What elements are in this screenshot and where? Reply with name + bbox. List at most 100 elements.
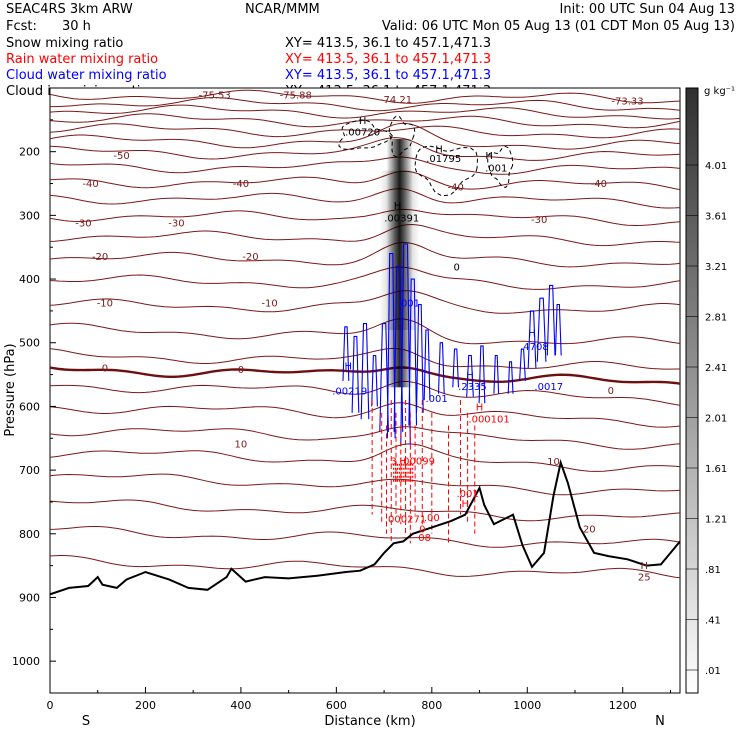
field-value-label: .01795 <box>426 154 461 165</box>
field-value-label: .00099 <box>400 457 435 468</box>
field-value-label: H <box>476 402 484 413</box>
rain-water-contours <box>371 400 476 544</box>
x-axis-label: Distance (km) <box>324 714 415 729</box>
center-label: NCAR/MMM <box>245 2 320 17</box>
field-value-label: 25 <box>638 572 651 583</box>
y-tick-label: 600 <box>19 400 40 413</box>
isotherm-label: 0 <box>608 386 614 397</box>
cloud-water-contour <box>415 303 424 413</box>
field-value-label: 08 <box>418 533 431 544</box>
field-value-label: .4708 <box>520 342 549 353</box>
y-tick-label: 300 <box>19 209 40 222</box>
cloud-water-contour <box>519 348 526 381</box>
isotherm-label: 10 <box>235 439 248 450</box>
field-value-label: .001 <box>398 299 420 310</box>
y-tick-label: 500 <box>19 337 40 350</box>
isotherm-label: -40 <box>233 179 249 190</box>
field-value-label: H <box>640 561 648 572</box>
field-value-label: 0 <box>419 525 425 536</box>
isotherm-line <box>50 123 680 139</box>
y-tick-label: 900 <box>19 591 40 604</box>
field-name: Cloud water mixing ratio <box>6 68 167 83</box>
isotherm-line <box>50 266 680 290</box>
isotherm-line <box>50 156 680 175</box>
isotherm-line <box>50 347 680 370</box>
ice-contour <box>388 115 416 158</box>
terrain-profile <box>50 458 680 596</box>
isotherm-label: -75.88 <box>280 90 312 101</box>
isotherm-label: -30 <box>75 218 91 229</box>
cloud-water-contour <box>478 345 486 404</box>
isotherm-line <box>50 555 680 579</box>
isotherm-line <box>50 241 680 268</box>
isotherm-label: -30 <box>168 218 184 229</box>
isotherm-label: 10 <box>547 457 560 468</box>
cloud-water-contour <box>493 354 500 394</box>
isotherm-line <box>50 290 680 314</box>
isotherm-label: -10 <box>261 299 277 310</box>
y-tick-label: 1000 <box>12 655 40 668</box>
ice-contour <box>487 145 514 188</box>
y-tick-label: 800 <box>19 528 40 541</box>
snow-halo <box>379 170 420 330</box>
y-tick-label: 400 <box>19 273 40 286</box>
isotherm-line <box>50 402 680 428</box>
x-tick-label: 600 <box>326 699 347 712</box>
cloud-water-contour <box>400 243 411 445</box>
x-axis-right-end-label: N <box>655 714 665 729</box>
model-title: SEAC4RS 3km ARW <box>6 2 133 17</box>
isotherm-line <box>50 318 680 345</box>
colorbar-tick-label: .01 <box>705 666 721 677</box>
colorbar: g kg⁻¹ 4.01 3.61 3.21 2.81 2.41 2.01 1.61 1.21.… <box>685 86 735 694</box>
x-tick-label: 1200 <box>609 699 637 712</box>
cloud-water-contour <box>554 303 562 356</box>
field-value-label: .001 <box>456 489 478 500</box>
colorbar-tick-label: 1.21 <box>705 515 727 526</box>
cloud-water-contour <box>386 253 396 439</box>
y-axis-label: Pressure (hPa) <box>3 343 18 436</box>
isotherm-line <box>50 122 680 150</box>
x-tick-label: 0 <box>47 699 54 712</box>
isotherm-label: -20 <box>242 252 258 263</box>
colorbar-tick-label: 2.01 <box>705 414 727 425</box>
colorbar-tick-label: .41 <box>705 616 721 627</box>
isotherm-line <box>50 426 680 450</box>
field-value-label: H <box>394 201 402 212</box>
isotherm-label: -75.53 <box>199 90 231 101</box>
colorbar-tick-label: 3.61 <box>705 212 727 223</box>
fcst-value: 30 h <box>62 19 91 34</box>
plot-area <box>49 87 681 694</box>
cloud-water-contour <box>466 354 474 397</box>
cloud-water-contour <box>342 326 350 381</box>
field-value-label: H <box>359 116 367 127</box>
colorbar-unit: g kg⁻¹ <box>704 86 735 97</box>
cloud-water-contour <box>360 323 370 420</box>
y-tick-label: 700 <box>19 464 40 477</box>
isotherm-label: -50 <box>113 151 129 162</box>
isotherm-label: 0 <box>238 365 244 376</box>
figure-header: SEAC4RS 3km ARW NCAR/MMM Init: 00 UTC Su… <box>6 2 735 34</box>
cloud-water-contour <box>393 265 404 432</box>
terrain-line <box>50 458 680 596</box>
isotherm-label: -40 <box>82 179 98 190</box>
cloud-water-contour <box>536 297 547 362</box>
cloud-water-contour <box>527 310 537 369</box>
cloud-water-contour <box>452 348 460 388</box>
x-tick-label: 800 <box>421 699 442 712</box>
init-time: Init: 00 UTC Sun 04 Aug 13 <box>560 2 735 17</box>
field-value-label: .00391 <box>384 213 419 224</box>
colorbar-tick-label: 2.41 <box>705 363 727 374</box>
isotherm-label: -30 <box>531 215 547 226</box>
cloud-water-contour <box>423 329 431 401</box>
cloud-water-contour <box>379 323 389 432</box>
temperature-contours <box>50 89 680 579</box>
cloud-water-contours <box>342 243 562 445</box>
x-tick-label: 200 <box>135 699 156 712</box>
field-xy: XY= 413.5, 36.1 to 457.1,471.3 <box>285 68 491 83</box>
y-axis: 200 300 400 500 600 700 800 900 1000 <box>12 119 56 694</box>
cloud-water-contour <box>437 342 445 394</box>
colorbar-tick-label: .81 <box>705 565 721 576</box>
field-value-label: H <box>485 151 493 162</box>
isotherm-line <box>50 170 680 191</box>
field-value-label: H <box>466 371 474 382</box>
